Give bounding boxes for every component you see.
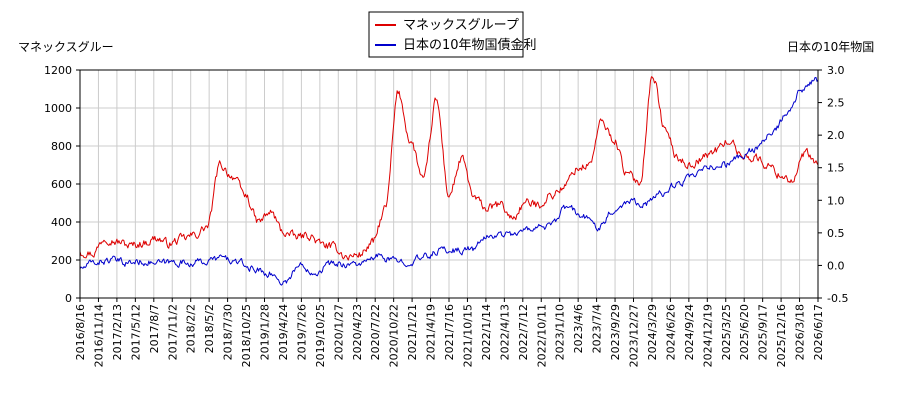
x-tick-label: 2019/4/24: [277, 304, 290, 360]
x-tick-label: 2022/1/14: [480, 304, 493, 360]
legend[interactable]: マネックスグループ 日本の10年物国債金利: [368, 11, 537, 58]
x-tick-label: 2023/9/29: [609, 304, 622, 360]
x-tick-label: 2021/7/16: [443, 304, 456, 360]
legend-label-series-2: 日本の10年物国債金利: [403, 37, 537, 53]
x-tick-label: 2022/10/11: [535, 304, 548, 367]
left-tick-label: 600: [51, 178, 72, 191]
x-tick-label: 2019/1/28: [259, 304, 272, 360]
right-tick-label: 2.5: [827, 97, 845, 110]
x-tick-label: 2018/5/2: [203, 304, 216, 353]
legend-box: [368, 11, 524, 58]
left-tick-label: 0: [65, 292, 72, 305]
x-tick-label: 2016/8/16: [74, 304, 87, 360]
x-tick-label: 2024/3/29: [646, 304, 659, 360]
axis-ticks: 0 200 400 600 800 1000 1200 -0.5 0.0 0.5 1.0 1.5 2.0…: [44, 64, 848, 367]
x-tick-label: 2021/10/15: [461, 304, 474, 367]
x-tick-label: 2022/4/13: [498, 304, 511, 360]
x-tick-label: 2025/12/16: [775, 304, 788, 367]
x-tick-label: 2025/6/20: [738, 304, 751, 360]
right-tick-label: 0.5: [827, 227, 845, 240]
x-tick-label: 2025/9/17: [757, 304, 770, 360]
x-tick-label: 2026/6/17: [812, 304, 825, 360]
right-tick-label: 2.0: [827, 129, 845, 142]
right-tick-label: -0.5: [827, 292, 848, 305]
x-tick-label: 2023/12/27: [628, 304, 641, 367]
x-tick-label: 2023/7/4: [591, 304, 604, 353]
x-tick-label: 2017/11/2: [166, 304, 179, 360]
x-tick-label: 2020/4/23: [351, 304, 364, 360]
left-tick-label: 1200: [44, 64, 72, 77]
series-line-2: [79, 76, 819, 286]
x-tick-label: 2017/8/7: [148, 304, 161, 353]
right-tick-label: 1.0: [827, 194, 845, 207]
x-tick-label: 2018/10/25: [240, 304, 253, 367]
left-tick-label: 800: [51, 140, 72, 153]
x-tick-label: 2024/6/26: [664, 304, 677, 360]
right-tick-label: 1.5: [827, 162, 845, 175]
left-tick-label: 1000: [44, 102, 72, 115]
x-tick-label: 2022/7/12: [517, 304, 530, 360]
x-tick-label: 2023/1/10: [554, 304, 567, 360]
x-tick-label: 2024/12/19: [701, 304, 714, 367]
x-tick-label: 2020/1/27: [332, 304, 345, 360]
right-tick-label: 0.0: [827, 259, 845, 272]
x-tick-label: 2019/10/25: [314, 304, 327, 367]
x-tick-label: 2023/4/6: [572, 304, 585, 353]
x-tick-label: 2024/9/24: [683, 304, 696, 360]
x-tick-label: 2018/7/30: [222, 304, 235, 360]
left-axis-title: マネックスグルー: [18, 40, 114, 54]
left-tick-label: 200: [51, 254, 72, 267]
right-tick-label: 3.0: [827, 64, 845, 77]
x-tick-label: 2020/7/22: [369, 304, 382, 360]
x-tick-label: 2017/5/12: [129, 304, 142, 360]
left-tick-label: 400: [51, 216, 72, 229]
grid-lines: [79, 69, 819, 299]
x-tick-label: 2019/7/26: [295, 304, 308, 360]
x-tick-label: 2026/3/18: [794, 304, 807, 360]
x-tick-label: 2018/2/2: [185, 304, 198, 353]
x-tick-label: 2021/1/21: [406, 304, 419, 360]
legend-label-series-1: マネックスグループ: [403, 18, 519, 33]
right-axis-title: 日本の10年物国: [787, 40, 874, 54]
x-tick-label: 2017/2/13: [111, 304, 124, 360]
x-tick-label: 2020/10/22: [388, 304, 401, 367]
x-tick-label: 2025/3/25: [720, 304, 733, 360]
series-layer: [79, 76, 819, 286]
x-tick-label: 2021/4/19: [425, 304, 438, 360]
x-tick-label: 2016/11/14: [92, 304, 105, 367]
series-line-1: [79, 76, 819, 261]
